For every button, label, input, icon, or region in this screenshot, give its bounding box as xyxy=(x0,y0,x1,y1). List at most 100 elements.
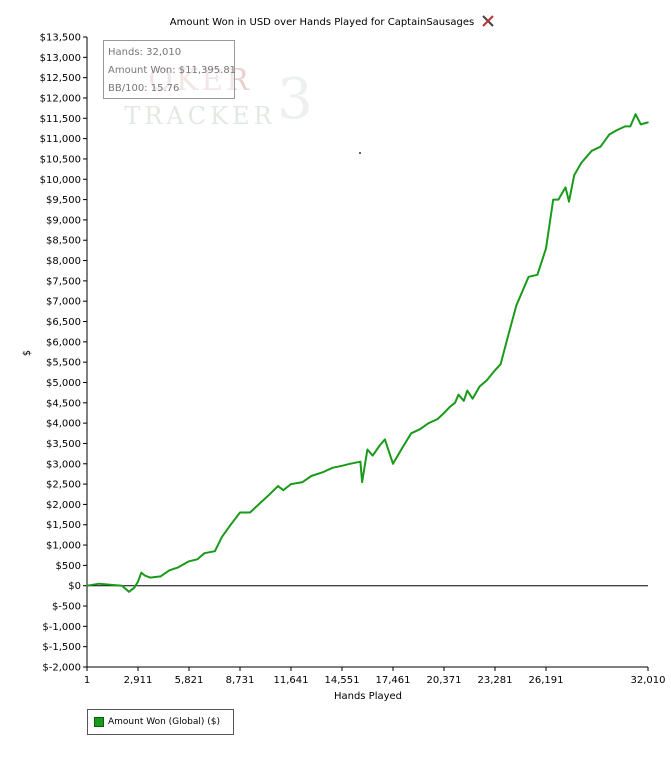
legend-swatch xyxy=(94,717,104,727)
data-point xyxy=(371,454,374,457)
data-point xyxy=(401,446,404,449)
y-tick-label: $10,000 xyxy=(40,175,81,186)
data-point xyxy=(590,150,593,152)
data-point xyxy=(410,432,413,435)
watermark-logo: OKER TRACKER 3 xyxy=(124,63,312,132)
y-tick-label: $5,500 xyxy=(46,358,81,369)
data-point xyxy=(214,550,216,552)
data-point xyxy=(277,485,279,487)
data-point xyxy=(634,113,637,116)
data-point xyxy=(462,399,465,402)
y-tick-label: $3,500 xyxy=(46,439,81,450)
data-point xyxy=(427,422,430,424)
data-point xyxy=(457,393,460,396)
data-point xyxy=(499,363,502,365)
y-tick-label: $7,000 xyxy=(46,297,81,308)
data-point xyxy=(140,571,143,574)
data-point xyxy=(615,129,618,132)
data-point xyxy=(196,558,199,561)
legend-label: Amount Won (Global) ($) xyxy=(108,717,221,727)
stray-dot xyxy=(359,152,361,154)
close-chart-icon[interactable] xyxy=(482,15,494,27)
data-point xyxy=(290,483,292,485)
data-point xyxy=(331,467,334,469)
data-point xyxy=(221,536,223,538)
y-tick-label: $4,500 xyxy=(46,398,81,409)
data-point xyxy=(520,292,523,294)
data-point xyxy=(168,569,171,572)
svg-text:OKER: OKER xyxy=(148,63,252,98)
x-tick-label: 23,281 xyxy=(478,675,513,686)
tooltip-amount-won: Amount Won: $11,395.81 xyxy=(108,65,237,76)
x-tick-label: 8,731 xyxy=(226,675,255,686)
series-points xyxy=(86,113,649,593)
data-point xyxy=(545,247,547,250)
y-tick-label: $-1,000 xyxy=(42,622,81,633)
data-point xyxy=(159,575,162,578)
x-tick-label: 14,551 xyxy=(325,675,360,686)
x-axis-ticks: 1 2,911 5,821 8,731 11,641 14,551 17,461 20,371… xyxy=(84,667,666,686)
data-point xyxy=(515,304,518,307)
data-point xyxy=(448,406,451,408)
data-point xyxy=(378,444,381,447)
data-point xyxy=(361,481,363,483)
data-point xyxy=(384,438,386,441)
data-point xyxy=(471,397,474,400)
y-tick-label: $8,000 xyxy=(46,256,81,267)
y-tick-label: $7,500 xyxy=(46,276,81,287)
x-tick-label: 11,641 xyxy=(274,675,309,686)
data-point xyxy=(203,552,206,554)
y-tick-label: $1,000 xyxy=(46,541,81,552)
y-tick-label: $12,500 xyxy=(40,73,81,84)
y-tick-label: $1,500 xyxy=(46,520,81,531)
x-tick-label: 5,821 xyxy=(175,675,204,686)
series-line-amount-won xyxy=(86,113,649,593)
x-tick-label: 32,010 xyxy=(631,675,666,686)
data-point xyxy=(580,162,583,164)
data-point xyxy=(229,523,232,526)
y-tick-label: $-2,000 xyxy=(42,663,81,674)
data-point xyxy=(359,460,362,463)
data-point xyxy=(137,580,139,583)
data-point xyxy=(419,428,421,431)
x-tick-label: 17,461 xyxy=(376,675,411,686)
data-point xyxy=(494,369,496,372)
data-point xyxy=(149,576,151,579)
tooltip-hands: Hands: 32,010 xyxy=(108,47,182,58)
data-point xyxy=(454,402,456,404)
data-point xyxy=(349,462,351,465)
y-tick-label: $9,500 xyxy=(46,195,81,206)
y-tick-label: $11,000 xyxy=(40,134,81,145)
data-point xyxy=(599,145,602,148)
data-point xyxy=(485,379,488,382)
data-point xyxy=(188,560,190,563)
y-tick-label: $4,000 xyxy=(46,419,81,430)
x-tick-label: 26,191 xyxy=(529,675,564,686)
data-point xyxy=(144,574,146,577)
data-point xyxy=(121,584,123,587)
data-point xyxy=(110,584,113,586)
data-point xyxy=(443,412,445,414)
data-point xyxy=(557,198,560,201)
data-point xyxy=(177,566,179,569)
x-axis-label: Hands Played xyxy=(334,691,402,702)
y-tick-label: $2,000 xyxy=(46,500,81,511)
y-tick-label: $12,000 xyxy=(40,93,81,104)
y-tick-label: $6,500 xyxy=(46,317,81,328)
legend[interactable]: Amount Won (Global) ($) xyxy=(87,709,234,735)
data-point xyxy=(536,273,539,276)
y-tick-label: $2,500 xyxy=(46,480,81,491)
data-point xyxy=(341,465,343,467)
data-point xyxy=(478,385,481,388)
data-point xyxy=(624,125,626,128)
data-point xyxy=(266,495,269,498)
data-point xyxy=(98,582,101,585)
x-tick-label: 1 xyxy=(84,675,90,686)
data-point xyxy=(128,591,130,593)
svg-text:3: 3 xyxy=(277,67,313,132)
y-tick-label: $10,500 xyxy=(40,154,81,165)
y-tick-label: $8,500 xyxy=(46,236,81,247)
data-point xyxy=(466,389,469,392)
tooltip-bb100: BB/100: 15.76 xyxy=(108,83,180,94)
